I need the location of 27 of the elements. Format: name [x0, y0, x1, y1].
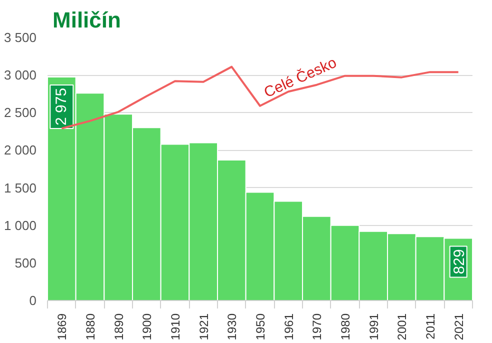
y-tick-label: 1 500 [4, 180, 37, 196]
y-tick-label: 0 [29, 293, 37, 308]
x-tick-label: 1950 [254, 313, 268, 340]
x-tick-label: 1921 [196, 313, 211, 340]
y-tick-label: 3 000 [4, 68, 37, 83]
chart-title: Miličín [52, 8, 121, 32]
x-tick-label: 2001 [395, 313, 410, 340]
x-tick-label: 2021 [452, 313, 466, 340]
x-tick-label: 1991 [366, 313, 381, 340]
text: Celé Česko [261, 53, 340, 102]
y-tick-label: 3 500 [4, 30, 37, 45]
x-tick-label: 1900 [140, 313, 154, 340]
y-tick-label: 2 500 [4, 105, 37, 120]
data-label: 829 [450, 249, 468, 274]
x-tick-label: 1869 [55, 313, 70, 340]
x-tick-label: 1980 [338, 313, 352, 340]
x-tick-label: 1880 [84, 313, 98, 340]
x-tick-label: 1930 [225, 313, 240, 340]
y-tick-label: 1 000 [4, 218, 37, 233]
y-tick-label: 2 000 [4, 142, 37, 158]
data-label: 2 975 [53, 88, 70, 126]
x-tick-label: 2011 [424, 313, 438, 340]
x-tick-label: 1910 [168, 313, 182, 340]
y-tick-label: 500 [14, 255, 37, 270]
x-tick-label: 1890 [112, 313, 126, 340]
x-tick-label: 1970 [310, 313, 324, 340]
x-tick-label: 1961 [282, 313, 296, 340]
